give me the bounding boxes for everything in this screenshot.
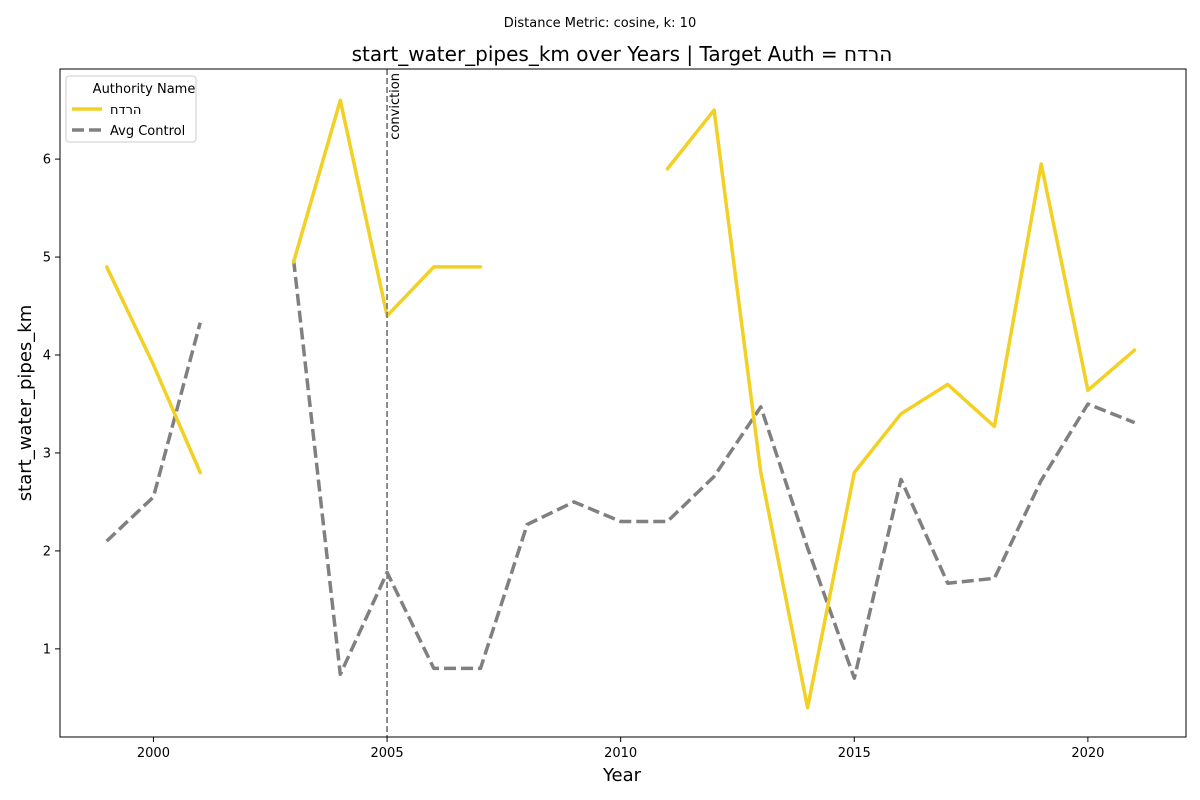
- conviction-label: conviction: [388, 73, 403, 140]
- chart-suptitle: Distance Metric: cosine, k: 10: [504, 16, 696, 31]
- x-tick-label: 2015: [838, 746, 871, 761]
- series-target-line: [665, 108, 1137, 710]
- x-axis: 2000 2005 2010 2015 2020: [137, 737, 1104, 761]
- plot-frame: [59, 68, 1187, 738]
- plot-area: conviction: [104, 69, 1137, 737]
- legend: Authority Name הרדח Avg Control: [65, 75, 197, 143]
- y-tick-label: 2: [43, 544, 51, 559]
- series-control-line: [291, 259, 1136, 680]
- y-tick-label: 1: [43, 642, 51, 657]
- legend-label-control: Avg Control: [110, 124, 185, 139]
- x-axis-label: Year: [602, 765, 642, 786]
- y-tick-label: 4: [43, 349, 51, 364]
- y-axis-label: start_water_pipes_km: [15, 305, 36, 501]
- legend-title: Authority Name: [93, 82, 196, 97]
- y-tick-label: 3: [43, 446, 51, 461]
- y-tick-label: 6: [43, 153, 51, 168]
- y-axis: 1 2 3 4 5 6: [43, 153, 60, 657]
- series-target-line: [104, 265, 202, 475]
- legend-label-target: הרדח: [110, 103, 141, 118]
- x-tick-label: 2020: [1071, 746, 1104, 761]
- x-tick-label: 2010: [604, 746, 637, 761]
- y-tick-label: 5: [43, 251, 51, 266]
- series-control-line: [105, 322, 202, 543]
- chart-title: start_water_pipes_km over Years | Target…: [352, 42, 893, 66]
- legend-box: [65, 75, 197, 143]
- x-tick-label: 2000: [137, 746, 170, 761]
- x-tick-label: 2005: [371, 746, 404, 761]
